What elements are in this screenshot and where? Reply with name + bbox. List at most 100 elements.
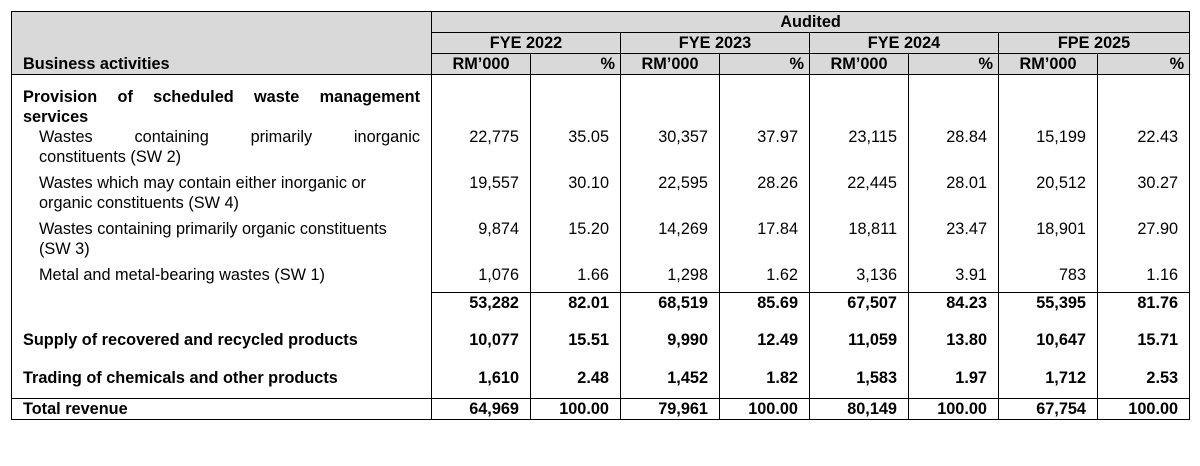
subtotal-rm: 67,507 — [809, 292, 909, 317]
period-header: FYE 2023 — [620, 32, 810, 54]
value-rm: 19,557 — [431, 172, 531, 219]
value-pct: 28.84 — [908, 126, 999, 173]
value-rm: 14,269 — [620, 218, 720, 265]
audited-header: Audited — [430, 11, 1191, 33]
total-pct: 100.00 — [719, 397, 810, 420]
value-rm: 1,452 — [620, 367, 720, 398]
value-rm: 783 — [998, 264, 1098, 293]
total-rm: 80,149 — [809, 397, 909, 420]
spacer-row — [11, 357, 1191, 368]
value-pct: 27.90 — [1097, 218, 1191, 265]
total-pct: 100.00 — [530, 397, 621, 420]
header-corner-mid — [11, 32, 432, 54]
value-pct: 13.80 — [908, 329, 999, 358]
subtotal-rm: 55,395 — [998, 292, 1098, 317]
unit-rm-header: RM’000 — [431, 53, 531, 75]
value-rm: 9,874 — [431, 218, 531, 265]
unit-pct-header: % — [530, 53, 621, 75]
value-rm: 30,357 — [620, 126, 720, 173]
value-rm: 20,512 — [998, 172, 1098, 219]
value-rm: 3,136 — [809, 264, 909, 293]
value-rm: 10,077 — [431, 329, 531, 358]
value-rm: 10,647 — [998, 329, 1098, 358]
section-title: Provision of scheduled waste management serv… — [11, 86, 432, 127]
value-rm: 18,901 — [998, 218, 1098, 265]
row-label: Wastes containing primarily inorganic co… — [11, 126, 432, 173]
value-rm: 9,990 — [620, 329, 720, 358]
header-row-audited: Audited — [11, 11, 1191, 33]
total-label: Total revenue — [11, 397, 432, 420]
period-header: FYE 2024 — [809, 32, 999, 54]
value-rm: 18,811 — [809, 218, 909, 265]
value-pct: 12.49 — [719, 329, 810, 358]
value-pct: 28.01 — [908, 172, 999, 219]
period-header: FYE 2022 — [431, 32, 621, 54]
table-row: Trading of chemicals and other products … — [11, 367, 1191, 398]
subtotal-row: 53,282 82.01 68,519 85.69 67,507 84.23 5… — [11, 292, 1191, 317]
value-pct: 1.97 — [908, 367, 999, 398]
value-rm: 11,059 — [809, 329, 909, 358]
header-row-periods: FYE 2022 FYE 2023 FYE 2024 FPE 2025 — [11, 32, 1191, 54]
business-activities-header: Business activities — [11, 53, 432, 75]
header-corner — [11, 11, 432, 33]
table-row: Metal and metal-bearing wastes (SW 1) 1,… — [11, 264, 1191, 293]
value-rm: 1,076 — [431, 264, 531, 293]
value-pct: 15.20 — [530, 218, 621, 265]
table-row: Supply of recovered and recycled product… — [11, 329, 1191, 358]
subtotal-rm: 68,519 — [620, 292, 720, 317]
value-pct: 30.27 — [1097, 172, 1191, 219]
header-row-units: Business activities RM’000 % RM’000 % RM… — [11, 53, 1191, 75]
row-label: Trading of chemicals and other products — [11, 367, 432, 398]
total-rm: 79,961 — [620, 397, 720, 420]
value-pct: 1.66 — [530, 264, 621, 293]
revenue-table: Audited FYE 2022 FYE 2023 FYE 2024 FPE 2… — [11, 11, 1191, 420]
row-label: Wastes which may contain either inorgani… — [11, 172, 432, 219]
row-label: Metal and metal-bearing wastes (SW 1) — [11, 264, 432, 293]
value-pct: 15.51 — [530, 329, 621, 358]
total-row: Total revenue 64,969 100.00 79,961 100.0… — [11, 397, 1191, 420]
section-title-line2: services — [23, 107, 89, 126]
row-label: Supply of recovered and recycled product… — [11, 329, 432, 358]
total-pct: 100.00 — [1097, 397, 1191, 420]
subtotal-pct: 82.01 — [530, 292, 621, 317]
value-pct: 2.48 — [530, 367, 621, 398]
value-pct: 23.47 — [908, 218, 999, 265]
value-rm: 22,595 — [620, 172, 720, 219]
value-rm: 15,199 — [998, 126, 1098, 173]
value-pct: 17.84 — [719, 218, 810, 265]
value-rm: 1,712 — [998, 367, 1098, 398]
value-rm: 1,610 — [431, 367, 531, 398]
value-pct: 2.53 — [1097, 367, 1191, 398]
value-pct: 37.97 — [719, 126, 810, 173]
unit-rm-header: RM’000 — [998, 53, 1098, 75]
subtotal-pct: 85.69 — [719, 292, 810, 317]
spacer-row — [11, 316, 1191, 330]
value-pct: 1.62 — [719, 264, 810, 293]
value-pct: 22.43 — [1097, 126, 1191, 173]
value-pct: 3.91 — [908, 264, 999, 293]
total-rm: 67,754 — [998, 397, 1098, 420]
unit-pct-header: % — [719, 53, 810, 75]
table-row: Wastes containing primarily organic cons… — [11, 218, 1191, 265]
value-pct: 30.10 — [530, 172, 621, 219]
unit-rm-header: RM’000 — [620, 53, 720, 75]
unit-rm-header: RM’000 — [809, 53, 909, 75]
value-pct: 35.05 — [530, 126, 621, 173]
value-rm: 22,445 — [809, 172, 909, 219]
unit-pct-header: % — [908, 53, 999, 75]
value-rm: 22,775 — [431, 126, 531, 173]
value-pct: 1.16 — [1097, 264, 1191, 293]
unit-pct-header: % — [1096, 53, 1191, 75]
value-pct: 28.26 — [719, 172, 810, 219]
spacer-row — [11, 74, 1191, 87]
section-title-row: Provision of scheduled waste management serv… — [11, 86, 1191, 127]
table-row: Wastes which may contain either inorgani… — [11, 172, 1191, 219]
total-pct: 100.00 — [908, 397, 999, 420]
row-label: Wastes containing primarily organic cons… — [11, 218, 432, 265]
value-rm: 23,115 — [809, 126, 909, 173]
value-pct: 1.82 — [719, 367, 810, 398]
period-header: FPE 2025 — [997, 32, 1191, 54]
total-rm: 64,969 — [431, 397, 531, 420]
subtotal-pct: 84.23 — [908, 292, 999, 317]
value-pct: 15.71 — [1097, 329, 1191, 358]
